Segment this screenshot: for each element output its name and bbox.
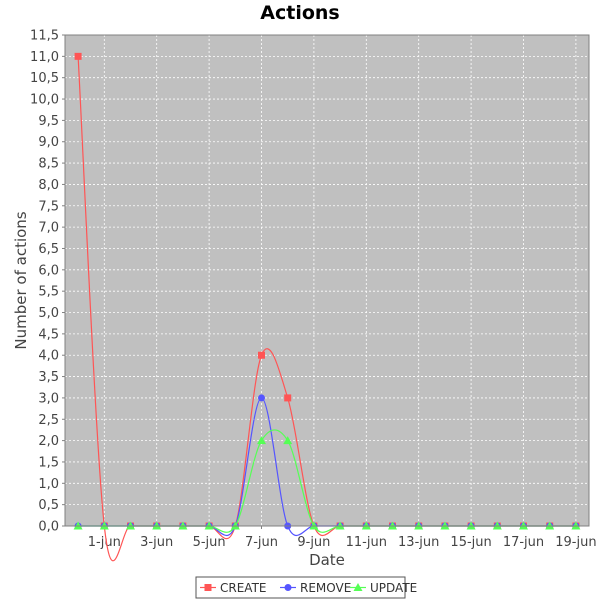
y-tick-label: 4,0 [38, 349, 59, 364]
x-tick-label: 15-jun [450, 535, 491, 550]
legend-box [195, 576, 406, 599]
y-tick-label: 8,5 [38, 157, 59, 172]
y-tick-label: 11,0 [30, 50, 59, 65]
y-axis: 0,0 0,5 1,0 1,5 2,0 2,5 3,0 3,5 4,0 4,5 5,0 5,5 6,0 6… [30, 29, 65, 535]
y-tick-label: 5,5 [38, 285, 59, 300]
y-tick-label: 8,0 [38, 178, 59, 193]
data-point-update [257, 436, 266, 445]
x-tick-label: 3-jun [140, 535, 173, 550]
grid [65, 34, 589, 527]
plot-area [65, 35, 589, 526]
y-tick-label: 7,0 [38, 221, 59, 236]
x-tick-label: 13-jun [398, 535, 439, 550]
data-point-create [258, 351, 265, 359]
x-tick-label: 5-jun [193, 535, 226, 550]
y-tick-label: 9,0 [38, 135, 59, 150]
x-tick-label: 11-jun [346, 535, 387, 550]
y-tick-label: 3,0 [38, 391, 59, 406]
y-tick-label: 3,5 [38, 370, 59, 385]
x-tick-label: 9-jun [297, 535, 330, 550]
y-tick-label: 4,5 [38, 327, 59, 342]
data-point-update [283, 436, 293, 445]
legend-label-remove: REMOVE [300, 581, 351, 595]
y-tick-label: 9,5 [38, 114, 59, 129]
legend-marker-create [204, 584, 212, 591]
x-tick-label: 19-jun [555, 535, 596, 550]
y-tick-label: 11,5 [30, 29, 59, 44]
x-tick-label: 17-jun [503, 535, 544, 550]
y-tick-label: 10,5 [30, 71, 59, 86]
y-tick-label: 1,5 [38, 455, 59, 470]
legend-item-create: CREATE [200, 581, 267, 595]
y-tick-label: 6,5 [38, 242, 59, 257]
chart-title: Actions [260, 2, 340, 24]
data-point-create [284, 394, 292, 402]
legend-item-update: UPDATE [350, 581, 417, 595]
y-tick-label: 2,5 [38, 413, 59, 428]
y-tick-label: 0,0 [38, 520, 59, 535]
legend-marker-update [353, 583, 363, 591]
legend-item-remove: REMOVE [280, 581, 351, 595]
legend-label-create: CREATE [220, 581, 267, 595]
data-point-remove [258, 394, 265, 402]
y-tick-label: 2,0 [38, 434, 59, 449]
x-tick-label: 7-jun [245, 535, 278, 550]
y-tick-label: 10,0 [30, 93, 59, 108]
legend-marker-remove [284, 584, 292, 591]
y-tick-label: 1,0 [38, 477, 59, 492]
y-tick-label: 0,5 [38, 498, 59, 513]
y-tick-label: 5,0 [38, 306, 59, 321]
legend-label-update: UPDATE [370, 581, 417, 595]
y-tick-label: 7,5 [38, 199, 59, 214]
x-axis: 1-jun 3-jun 5-jun 7-jun 9-jun 11-jun 13-jun 15-… [88, 526, 597, 550]
y-tick-label: 6,0 [38, 263, 59, 278]
x-axis-label: Date [309, 551, 345, 569]
y-axis-label: Number of actions [12, 211, 30, 349]
data-point-create [74, 52, 82, 60]
legend: CREATE REMOVE UPDATE [195, 576, 417, 599]
x-tick-label: 1-jun [88, 535, 121, 550]
plot-border [64, 34, 590, 527]
